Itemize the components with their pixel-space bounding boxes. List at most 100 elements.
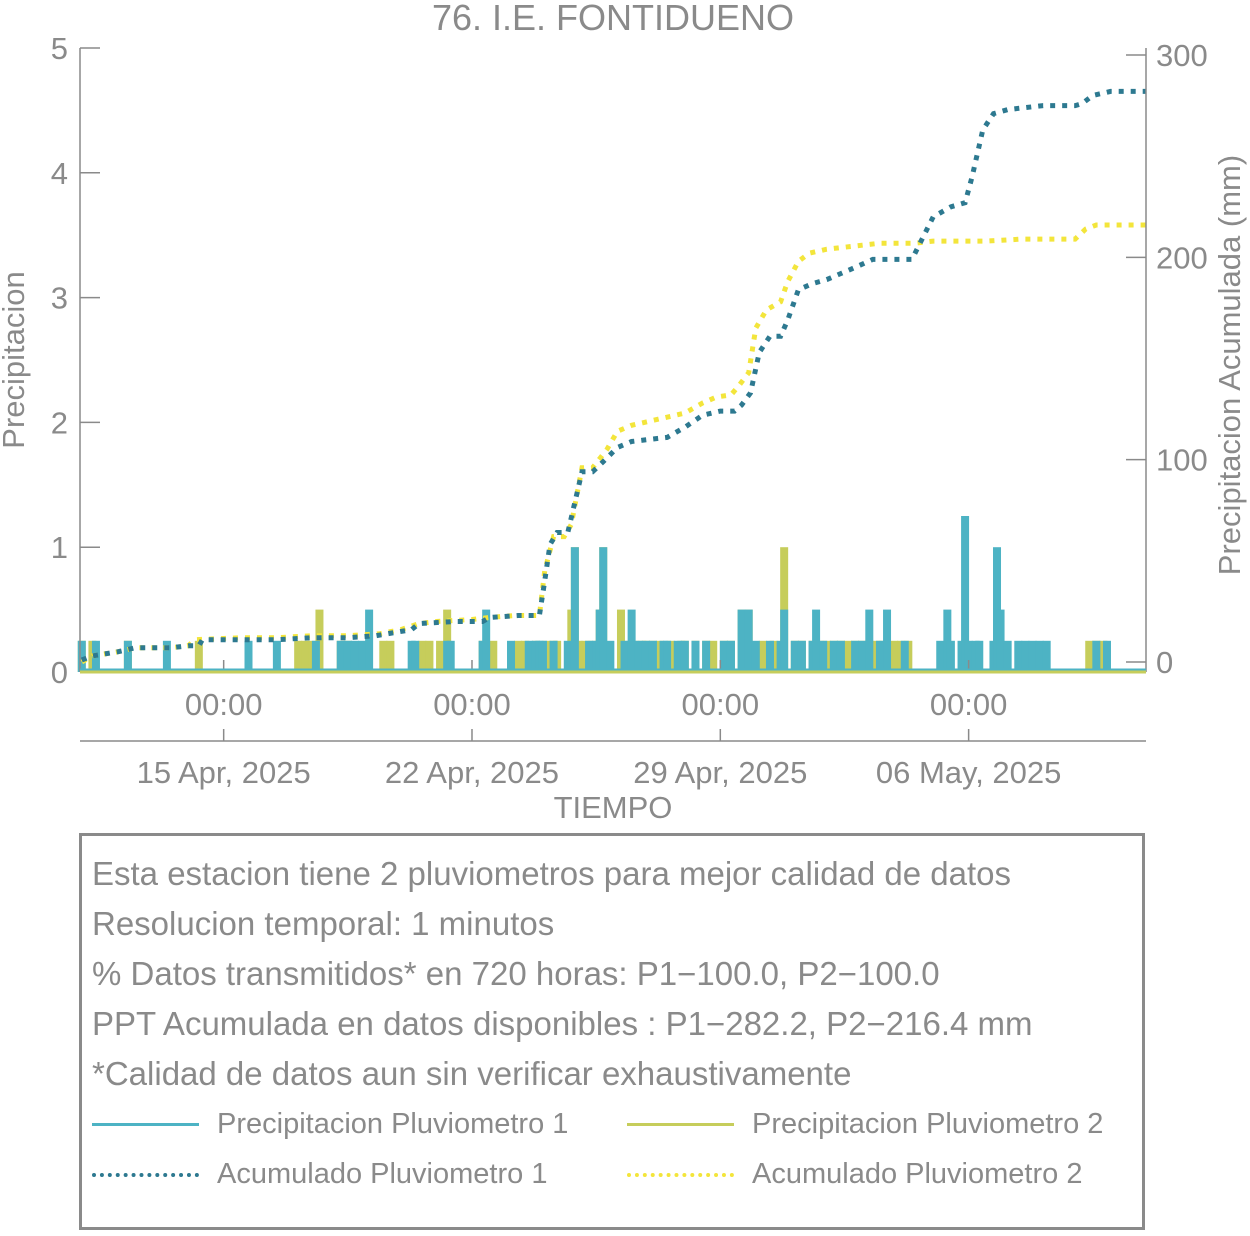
y-left-tick-label: 2 xyxy=(51,405,68,440)
legend-label-acum-p2: Acumulado Pluviometro 2 xyxy=(752,1158,1083,1190)
bar-pluviometro-2 xyxy=(1085,640,1094,672)
x-time-tick-label: 00:00 xyxy=(433,687,511,722)
bar-pluviometro-1 xyxy=(244,640,253,672)
legend-item-acum-p2: Acumulado Pluviometro 2 xyxy=(627,1158,1082,1191)
bar-pluviometro-1 xyxy=(365,609,374,672)
bar-pluviometro-1 xyxy=(1003,640,1012,672)
y-right-tick-label: 0 xyxy=(1156,645,1173,680)
x-axis-label: TIEMPO xyxy=(554,790,673,825)
bar-pluviometro-1 xyxy=(829,640,838,672)
bar-pluviometro-1 xyxy=(737,609,746,672)
bar-pluviometro-1 xyxy=(812,609,821,672)
bar-pluviometro-1 xyxy=(482,609,491,672)
bar-pluviometro-1 xyxy=(790,640,799,672)
bars-pluviometro-1 xyxy=(77,516,1111,672)
bar-pluviometro-1 xyxy=(964,640,973,672)
bar-pluviometro-1 xyxy=(563,640,572,672)
y-right-tick-label: 200 xyxy=(1156,240,1208,275)
note-calidad: *Calidad de datos aun sin verificar exha… xyxy=(92,1055,852,1092)
bar-pluviometro-1 xyxy=(446,640,455,672)
bar-pluviometro-2 xyxy=(386,640,395,672)
bar-pluviometro-2 xyxy=(436,640,445,672)
bar-pluviometro-1 xyxy=(673,640,682,672)
bar-pluviometro-1 xyxy=(549,640,558,672)
y-left-tick-label: 5 xyxy=(51,31,68,66)
y-left-tick-label: 4 xyxy=(51,156,68,191)
bar-pluviometro-1 xyxy=(123,640,132,672)
bar-pluviometro-2 xyxy=(709,640,718,672)
y-right-tick-label: 300 xyxy=(1156,38,1208,73)
bar-pluviometro-1 xyxy=(336,640,345,672)
bar-pluviometro-1 xyxy=(751,640,760,672)
bar-pluviometro-2 xyxy=(379,640,388,672)
bar-pluviometro-1 xyxy=(538,640,547,672)
bar-pluviometro-1 xyxy=(162,640,171,672)
bar-pluviometro-1 xyxy=(946,640,955,672)
bar-pluviometro-1 xyxy=(524,640,533,672)
bar-pluviometro-1 xyxy=(311,640,320,672)
y-left-tick-label: 0 xyxy=(51,655,68,690)
note-resolucion: Resolucion temporal: 1 minutos xyxy=(92,905,555,942)
bar-pluviometro-2 xyxy=(514,640,523,672)
bar-pluviometro-1 xyxy=(858,640,867,672)
bar-pluviometro-1 xyxy=(599,547,608,672)
bar-pluviometro-1 xyxy=(702,640,711,672)
bar-pluviometro-2 xyxy=(194,640,203,672)
bar-pluviometro-2 xyxy=(425,640,434,672)
line-acumulado-pluviometro-1 xyxy=(80,88,1146,663)
legend-swatch-precip-p2 xyxy=(627,1123,734,1126)
bar-pluviometro-1 xyxy=(1035,640,1044,672)
bar-pluviometro-1 xyxy=(875,640,884,672)
bar-pluviometro-1 xyxy=(1028,640,1037,672)
bar-pluviometro-2 xyxy=(844,640,853,672)
bar-pluviometro-1 xyxy=(1021,640,1030,672)
y-left-tick-label: 3 xyxy=(51,281,68,316)
bar-pluviometro-1 xyxy=(680,640,689,672)
bar-pluviometro-1 xyxy=(358,640,367,672)
bar-pluviometro-1 xyxy=(627,609,636,672)
axes: 0 1 2 3 4 5 0 100 200 300 00:00 00:00 00:00 00:00 15 A… xyxy=(51,31,1208,790)
bar-pluviometro-1 xyxy=(1102,640,1111,672)
legend-label-acum-p1: Acumulado Pluviometro 1 xyxy=(217,1158,548,1190)
y-axis-right-label: Precipitacion Acumulada (mm) xyxy=(1212,155,1247,575)
bar-pluviometro-1 xyxy=(900,640,909,672)
bar-pluviometro-2 xyxy=(758,640,767,672)
bar-pluviometro-1 xyxy=(606,640,615,672)
legend-item-precip-p2: Precipitacion Pluviometro 2 xyxy=(627,1108,1103,1141)
y-right-tick-label: 100 xyxy=(1156,443,1208,478)
bar-pluviometro-1 xyxy=(719,640,728,672)
x-date-tick-label: 15 Apr, 2025 xyxy=(137,755,311,790)
bar-pluviometro-1 xyxy=(936,640,945,672)
bar-pluviometro-1 xyxy=(744,609,753,672)
y-axis-left-label: Precipitacion xyxy=(0,271,31,448)
bar-pluviometro-1 xyxy=(797,640,806,672)
x-time-tick-label: 00:00 xyxy=(682,687,760,722)
bar-pluviometro-1 xyxy=(272,640,281,672)
bar-pluviometro-1 xyxy=(1092,640,1101,672)
bar-pluviometro-1 xyxy=(507,640,516,672)
bar-pluviometro-2 xyxy=(301,640,310,672)
legend-item-precip-p1: Precipitacion Pluviometro 1 xyxy=(92,1108,568,1141)
bar-pluviometro-1 xyxy=(1042,640,1051,672)
bar-pluviometro-1 xyxy=(1014,640,1023,672)
legend-swatch-precip-p1 xyxy=(92,1123,199,1126)
accumulated-line-pluviometro-1 xyxy=(80,88,1146,663)
x-time-tick-label: 00:00 xyxy=(185,687,263,722)
bar-pluviometro-1 xyxy=(836,640,845,672)
chart-title: 76. I.E. FONTIDUENO xyxy=(432,0,794,38)
bar-pluviometro-1 xyxy=(570,547,579,672)
legend-swatch-acum-p2 xyxy=(627,1172,734,1177)
bar-pluviometro-1 xyxy=(691,640,700,672)
legend-label-precip-p1: Precipitacion Pluviometro 1 xyxy=(217,1108,569,1140)
bar-pluviometro-2 xyxy=(294,640,303,672)
bar-pluviometro-1 xyxy=(350,640,359,672)
bar-pluviometro-1 xyxy=(975,640,984,672)
line-acumulado-pluviometro-2 xyxy=(80,222,1146,665)
legend-item-acum-p1: Acumulado Pluviometro 1 xyxy=(92,1158,547,1191)
bar-pluviometro-1 xyxy=(851,640,860,672)
note-ppt-acumulada: PPT Acumulada en datos disponibles : P1−… xyxy=(92,1005,1033,1042)
bar-pluviometro-1 xyxy=(411,640,420,672)
bar-pluviometro-1 xyxy=(765,640,774,672)
bar-pluviometro-2 xyxy=(418,640,427,672)
y-left-tick-label: 1 xyxy=(51,530,68,565)
